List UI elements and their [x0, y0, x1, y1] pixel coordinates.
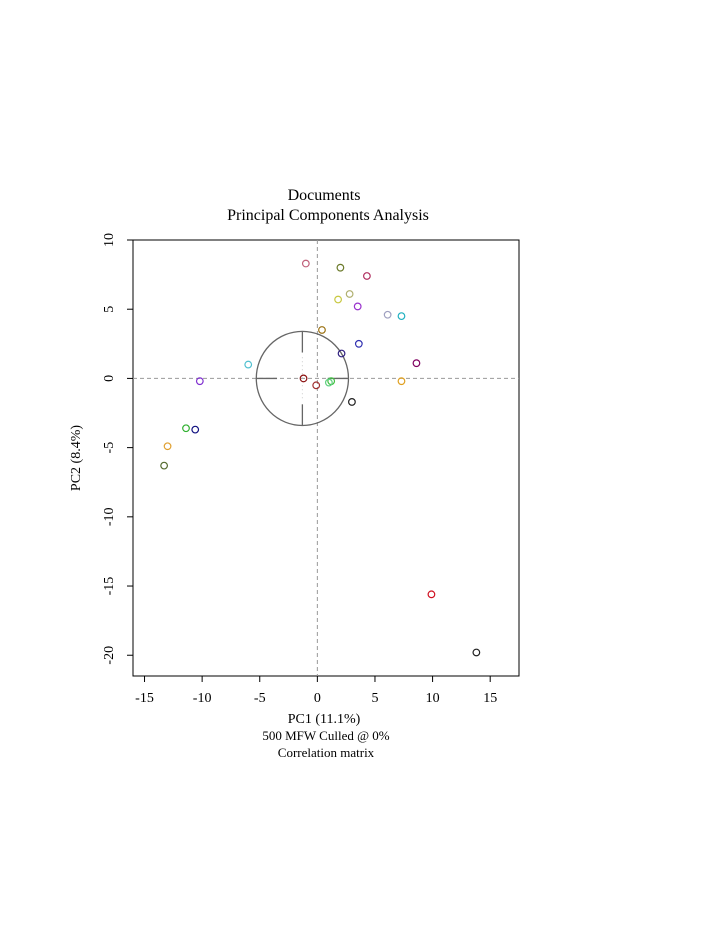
caption-line-2: Correlation matrix [278, 745, 375, 760]
y-tick-label: 0 [102, 375, 117, 382]
y-tick-label: -15 [102, 577, 117, 596]
data-points [160, 259, 481, 657]
y-axis-label: PC2 (8.4%) [69, 425, 84, 491]
data-point [182, 424, 190, 433]
inset-circle [255, 330, 350, 427]
data-point [312, 381, 321, 390]
data-point [195, 377, 204, 386]
data-point [301, 259, 310, 268]
x-tick-label: 15 [483, 691, 497, 706]
data-point [363, 272, 371, 280]
data-point [244, 360, 253, 369]
data-point [427, 590, 436, 599]
y-tick-label: 10 [102, 233, 117, 247]
x-tick-label: 0 [314, 691, 321, 706]
x-tick-label: -10 [193, 691, 212, 706]
data-point [397, 377, 406, 386]
data-point [397, 312, 406, 321]
y-tick-label: 5 [102, 306, 117, 313]
data-point [353, 302, 362, 311]
x-tick-label: 10 [426, 691, 440, 706]
data-point [160, 461, 169, 470]
data-point [348, 398, 356, 406]
reference-lines [133, 240, 519, 676]
data-point [324, 378, 333, 387]
x-tick-label: -15 [135, 691, 154, 706]
data-point [472, 648, 481, 657]
data-point [191, 425, 200, 434]
axes: -15 -10 -5 0 5 10 15 10 5 0 -5 -10 -15 -20 [102, 233, 497, 706]
data-point [383, 310, 392, 319]
x-tick-label: 5 [371, 691, 378, 706]
data-point [334, 295, 342, 304]
data-point [299, 374, 308, 383]
data-point [354, 339, 363, 348]
x-axis-label: PC1 (11.1%) [288, 712, 361, 727]
data-point [345, 290, 354, 298]
y-tick-label: -20 [102, 646, 117, 665]
y-tick-label: -10 [102, 507, 117, 526]
y-tick-label: -5 [102, 442, 117, 454]
x-tick-label: -5 [254, 691, 266, 706]
plot-frame [132, 239, 520, 677]
data-point [318, 326, 326, 334]
data-point [163, 442, 172, 451]
data-point [337, 349, 346, 358]
caption-line-1: 500 MFW Culled @ 0% [262, 728, 389, 743]
chart-title: Documents [288, 187, 361, 204]
data-point [336, 263, 345, 272]
chart-subtitle: Principal Components Analysis [227, 207, 429, 224]
data-point [412, 359, 421, 368]
